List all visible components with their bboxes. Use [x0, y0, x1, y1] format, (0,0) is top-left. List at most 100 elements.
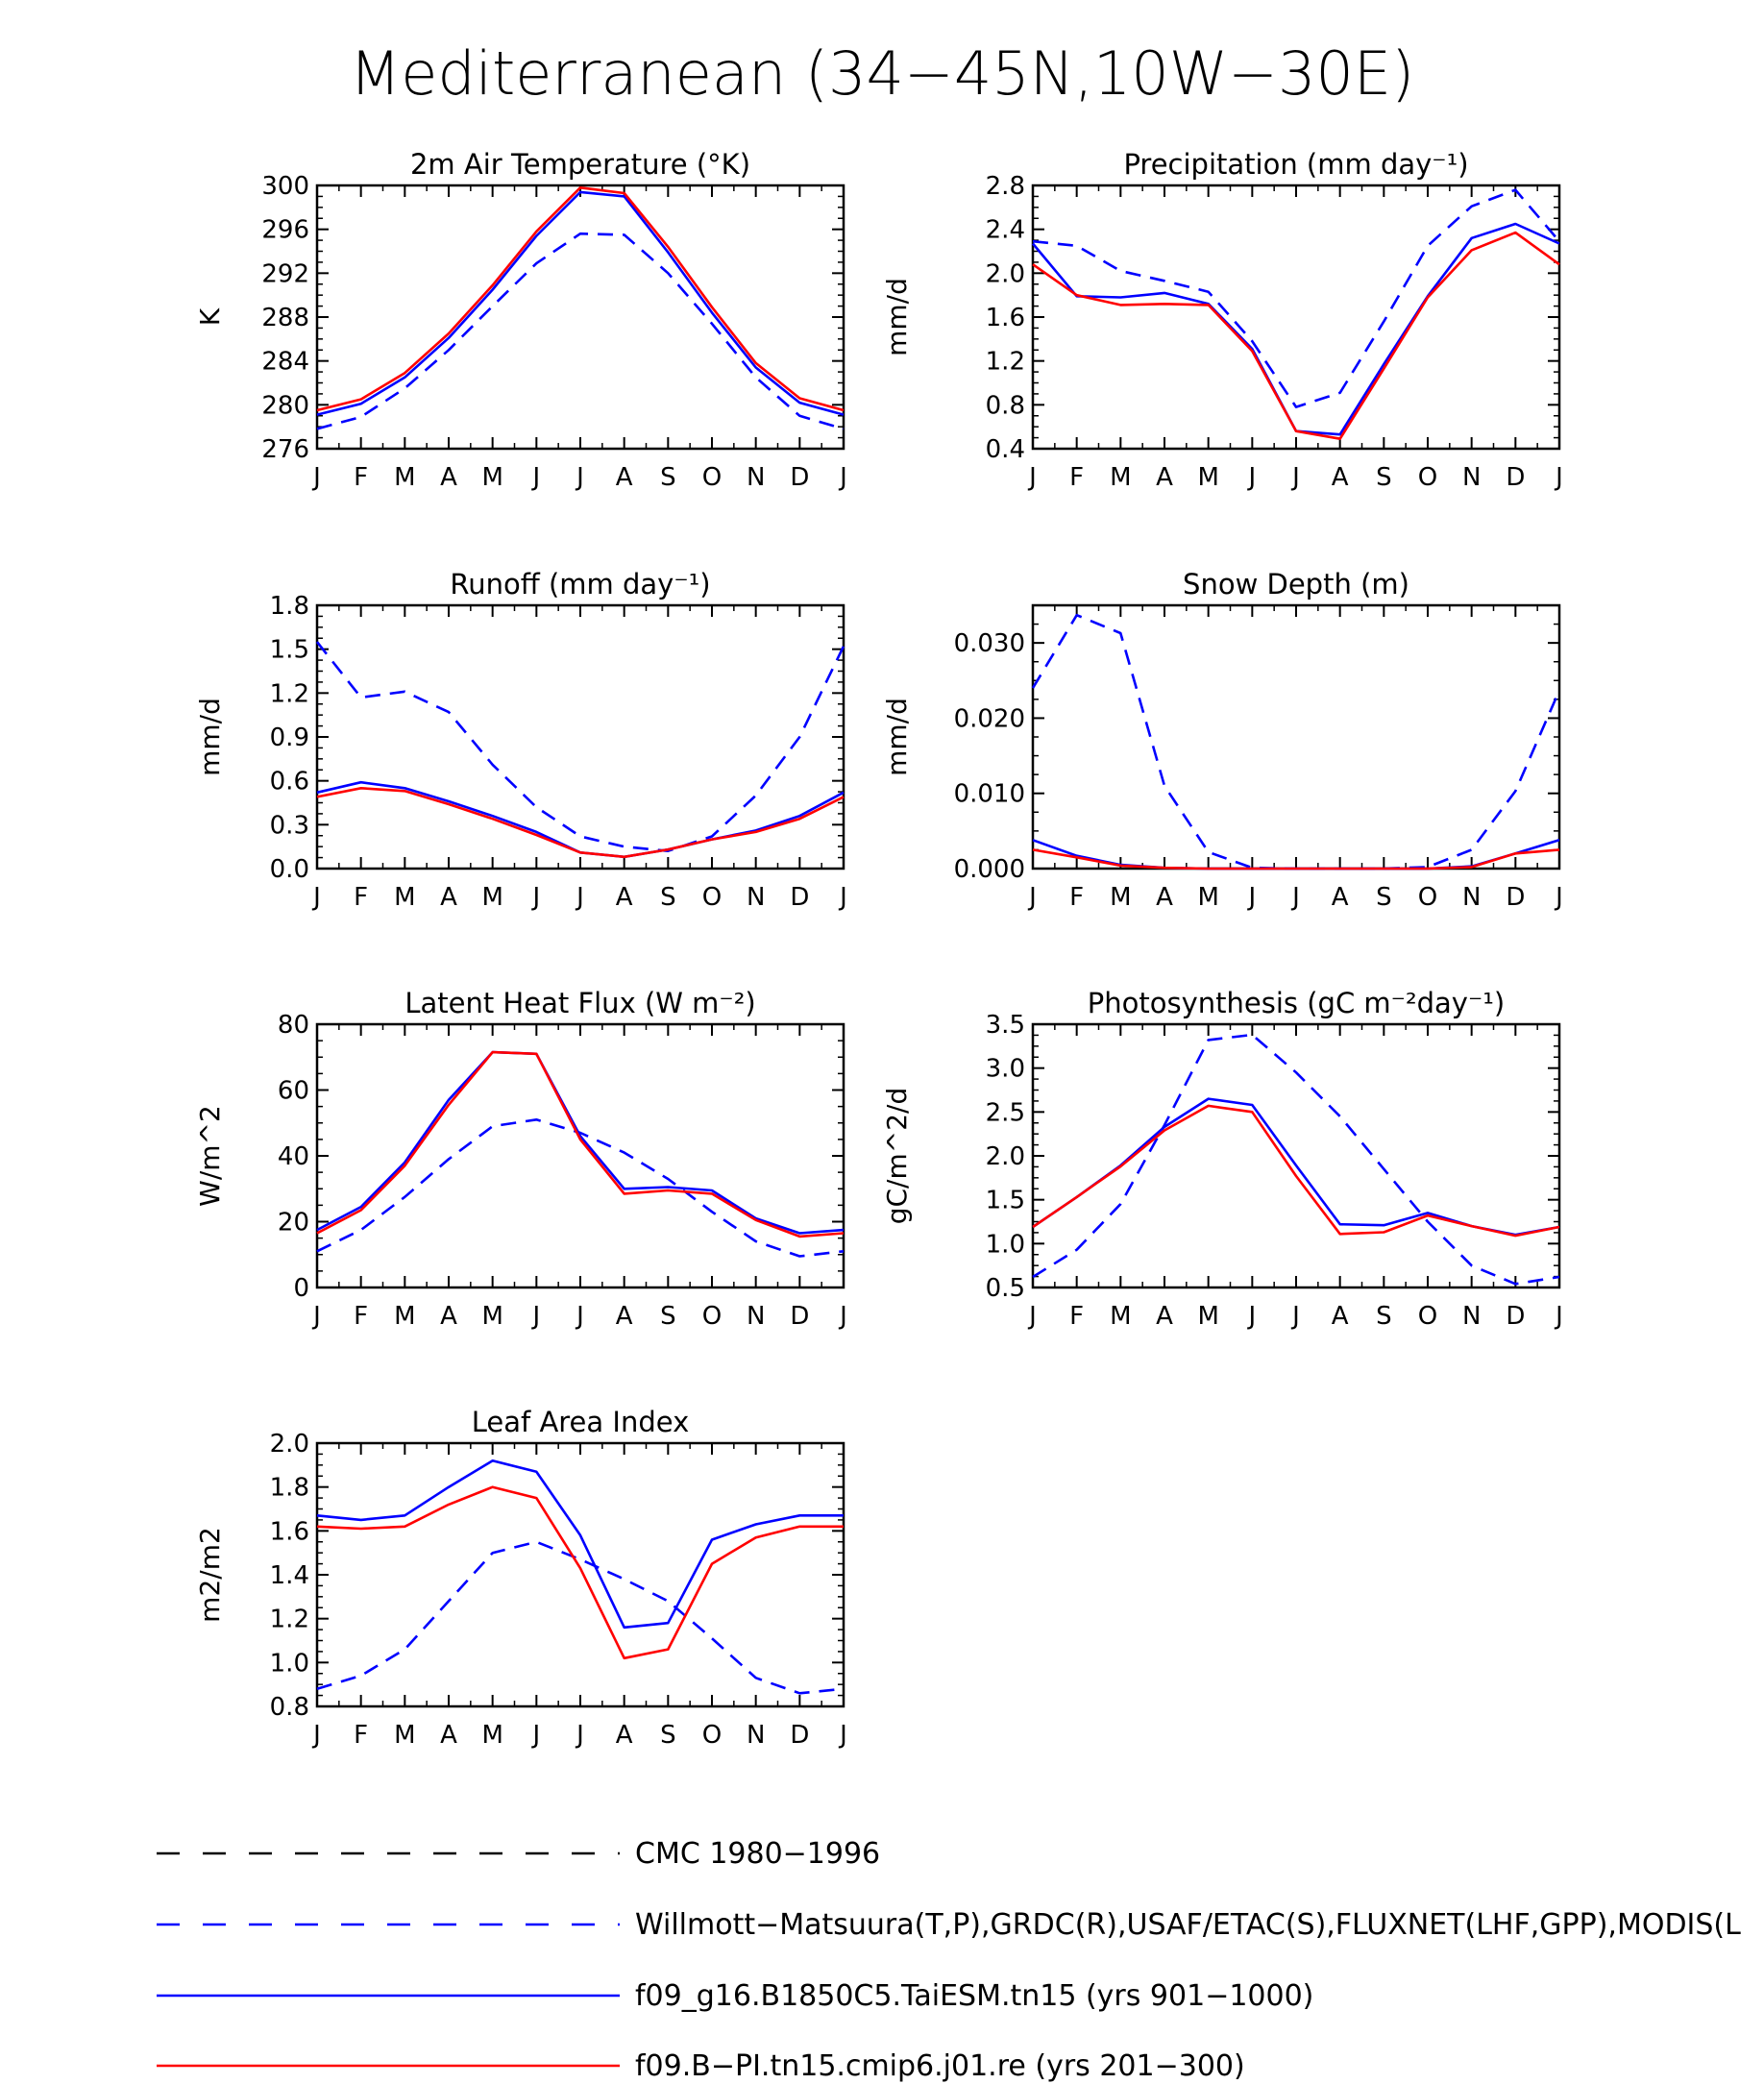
- x-tick-label: A: [1156, 883, 1173, 912]
- y-tick-label: 0.6: [270, 768, 309, 797]
- series-line-solid-blue: [316, 1050, 845, 1235]
- x-tick-label: F: [1069, 1302, 1084, 1331]
- x-tick-label: J: [530, 463, 540, 492]
- y-tick-label: 0.000: [954, 855, 1025, 884]
- x-tick-label: O: [1418, 1302, 1437, 1331]
- x-tick-label: D: [790, 1302, 809, 1331]
- x-tick-label: N: [747, 1302, 765, 1331]
- x-tick-label: M: [481, 463, 502, 492]
- x-tick-label: J: [311, 1721, 321, 1750]
- plot-frame: [315, 1441, 845, 1708]
- panel-title: Snow Depth (m): [1183, 568, 1409, 601]
- series-line-dashed-blue: [316, 232, 845, 430]
- x-tick-label: J: [1290, 1302, 1300, 1331]
- x-tick-label: J: [838, 1302, 847, 1331]
- y-tick-label: 296: [261, 216, 309, 245]
- x-tick-label: J: [1027, 1302, 1037, 1331]
- series-line-dashed-blue: [316, 1118, 845, 1258]
- x-tick-label: J: [1290, 463, 1300, 492]
- y-tick-label: 0: [293, 1274, 309, 1303]
- panel-title: Runoff (mm day⁻¹): [450, 568, 710, 601]
- chart-panel-3: Runoff (mm day⁻¹)J F M A M J J A S O N D J0.00.30.60…: [194, 568, 847, 912]
- y-tick-label: 0.010: [954, 780, 1025, 809]
- x-tick-label: J: [530, 1302, 540, 1331]
- series-line-solid-red: [1032, 1104, 1560, 1238]
- y-tick-label: 300: [261, 172, 309, 201]
- x-tick-label: M: [1110, 463, 1131, 492]
- series-line-solid-blue: [316, 190, 845, 416]
- chart-panel-2: Precipitation (mm day⁻¹)J F M A M J J A S O N D J0.4…: [881, 148, 1563, 492]
- x-tick-label: N: [747, 883, 765, 912]
- x-tick-label: O: [1418, 463, 1437, 492]
- y-tick-label: 3.0: [986, 1055, 1025, 1084]
- x-tick-label: M: [481, 883, 502, 912]
- x-tick-label: J: [311, 1302, 321, 1331]
- x-tick-label: S: [660, 1302, 676, 1331]
- x-tick-label: A: [440, 883, 457, 912]
- x-tick-label: D: [790, 883, 809, 912]
- x-tick-label: M: [394, 463, 415, 492]
- y-axis-label: mm/d: [881, 278, 913, 356]
- plot-frame: [315, 1022, 845, 1289]
- series-line-solid-blue: [316, 1459, 844, 1630]
- x-tick-label: J: [575, 463, 584, 492]
- y-axis-label: mm/d: [194, 698, 226, 776]
- x-tick-label: J: [575, 1721, 584, 1750]
- y-tick-label: 284: [261, 348, 309, 377]
- series-line-solid-blue: [316, 780, 845, 859]
- x-tick-label: A: [1332, 463, 1349, 492]
- y-tick-label: 20: [278, 1209, 309, 1238]
- series-line-solid-blue: [1032, 222, 1560, 436]
- y-tick-label: 2.5: [986, 1098, 1025, 1127]
- y-tick-label: 3.5: [986, 1011, 1025, 1040]
- y-tick-label: 1.0: [270, 1649, 309, 1678]
- plot-frame: [315, 184, 845, 451]
- legend: CMC 1980−1996 Willmott−Matsuura(T,P),GRDC…: [157, 1837, 1741, 2083]
- panel-title: Leaf Area Index: [472, 1406, 689, 1438]
- y-tick-label: 60: [278, 1077, 309, 1106]
- x-tick-label: J: [1246, 883, 1256, 912]
- x-tick-label: A: [1156, 463, 1173, 492]
- x-tick-label: J: [838, 883, 847, 912]
- y-tick-label: 2.0: [270, 1430, 309, 1459]
- chart-panel-6: Photosynthesis (gC m⁻²day⁻¹)J F M A M J J A S O N D…: [881, 987, 1563, 1331]
- y-tick-label: 1.2: [986, 348, 1025, 377]
- x-tick-label: J: [575, 1302, 584, 1331]
- y-tick-label: 0.4: [986, 435, 1025, 464]
- series-line-solid-red: [316, 1485, 844, 1660]
- legend-label: CMC 1980−1996: [635, 1837, 880, 1871]
- y-tick-label: 0.3: [270, 811, 309, 840]
- y-axis-label: W/m^2: [194, 1105, 226, 1207]
- x-tick-label: J: [1554, 1302, 1563, 1331]
- x-tick-label: N: [747, 463, 765, 492]
- legend-label: f09.B−PI.tn15.cmip6.j01.re (yrs 201−300): [635, 2049, 1245, 2083]
- x-tick-label: M: [394, 883, 415, 912]
- x-tick-label: M: [394, 1721, 415, 1750]
- x-tick-label: J: [1246, 1302, 1256, 1331]
- x-tick-label: N: [1462, 1302, 1481, 1331]
- x-tick-label: F: [354, 883, 368, 912]
- y-tick-label: 1.0: [986, 1230, 1025, 1259]
- series-line-solid-red: [1032, 848, 1560, 870]
- x-tick-label: S: [1376, 1302, 1392, 1331]
- series-line-dashed-blue: [316, 1540, 845, 1695]
- x-tick-label: S: [1376, 883, 1392, 912]
- x-tick-label: A: [1332, 1302, 1349, 1331]
- x-tick-label: O: [702, 1302, 722, 1331]
- series-line-dashed-blue: [1032, 1033, 1560, 1286]
- y-tick-label: 0.8: [986, 391, 1025, 420]
- x-tick-label: J: [1027, 883, 1037, 912]
- x-tick-label: F: [354, 463, 368, 492]
- series-line-dashed-blue: [315, 641, 845, 853]
- x-tick-label: S: [1376, 463, 1392, 492]
- x-tick-label: N: [1462, 883, 1481, 912]
- x-tick-label: D: [1506, 463, 1525, 492]
- y-tick-label: 280: [261, 391, 309, 420]
- x-tick-label: O: [702, 463, 722, 492]
- y-tick-label: 292: [261, 259, 309, 288]
- y-tick-label: 1.5: [986, 1187, 1025, 1215]
- x-tick-label: A: [616, 1721, 633, 1750]
- series-line-solid-red: [316, 786, 845, 859]
- y-tick-label: 1.2: [270, 679, 309, 708]
